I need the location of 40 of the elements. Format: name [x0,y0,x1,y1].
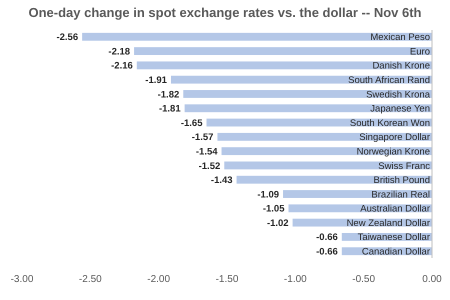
data-label: -1.43 [210,175,233,186]
data-label: -2.16 [111,60,133,72]
x-tick-label: -1.50 [216,274,239,285]
x-tick-label: -2.50 [78,274,102,285]
x-tick-label: -2.00 [147,274,170,285]
data-label: -2.18 [108,46,130,58]
data-label: -1.57 [192,132,214,144]
data-label: -1.91 [145,75,168,86]
data-label: -1.65 [180,118,204,129]
data-label: -1.54 [196,146,218,158]
data-label: -1.82 [158,89,180,100]
data-label: -0.66 [316,246,338,258]
y-tick-label: Mexican Peso [370,32,430,44]
y-tick-label: Swiss Franc [378,160,430,172]
x-tick-label: -3.00 [10,274,34,285]
y-tick-label: Brazilian Real [371,189,430,200]
y-tick-label: South African Rand [348,75,430,86]
chart-title: One-day change in spot exchange rates vs. the dollar -- Nov 6th [28,5,422,20]
y-tick-label: New Zealand Dollar [346,218,430,229]
y-tick-label: Australian Dollar [360,204,430,215]
x-tick-label: -0.50 [352,274,376,285]
data-label: -1.09 [257,189,280,200]
data-label: -1.81 [158,104,182,115]
data-label: -1.52 [198,160,220,172]
y-tick-label: Canadian Dollar [362,246,430,258]
y-tick-label: Japanese Yen [370,104,430,115]
x-tick-label: 0.00 [422,274,442,285]
y-tick-label: Taiwanese Dollar [358,232,430,244]
y-tick-label: Swedish Krona [366,89,431,100]
y-tick-label: Danish Krone [372,60,430,72]
y-tick-label: South Korean Won [350,118,430,129]
data-label: -0.66 [316,232,338,244]
data-label: -1.05 [262,204,286,215]
y-tick-label: Euro [410,46,430,58]
y-tick-label: British Pound [373,175,430,186]
x-tick-label: -1.00 [284,274,308,285]
y-tick-label: Norwegian Krone [356,146,430,158]
data-label: -1.02 [266,218,289,229]
data-label: -2.56 [56,32,78,44]
y-tick-label: Singapore Dollar [359,132,430,144]
